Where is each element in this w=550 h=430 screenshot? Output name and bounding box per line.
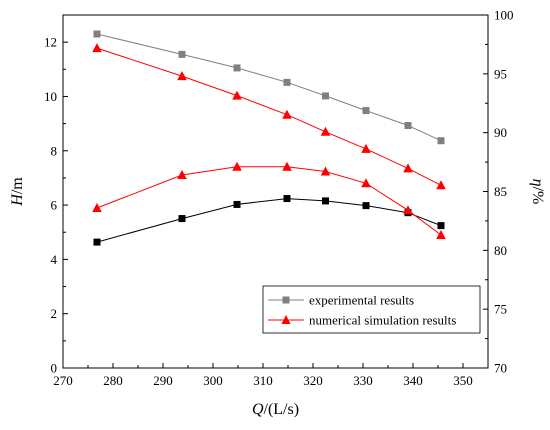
numerical-h-point <box>232 90 242 100</box>
left-y-axis-title-main: H <box>9 193 26 207</box>
experimental-eta-point <box>362 202 370 210</box>
x-tick-label: 340 <box>403 373 423 388</box>
numerical-eta-point <box>320 166 331 176</box>
numerical-h-line <box>96 47 442 186</box>
numerical-h-point <box>436 180 446 190</box>
x-tick-label: 350 <box>453 373 473 388</box>
experimental-h-point <box>322 92 329 100</box>
x-axis-title-unit: /(L/s) <box>264 401 300 418</box>
right-y-tick-label: 80 <box>494 243 507 258</box>
series-layer <box>92 30 446 246</box>
numerical-h-point <box>320 126 331 136</box>
numerical-eta-point <box>436 230 446 239</box>
experimental-h-point <box>437 137 445 145</box>
left-y-axis-title-unit: /m <box>9 177 26 194</box>
numerical-h-point <box>282 109 292 119</box>
right-y-tick-label: 100 <box>494 8 514 23</box>
experimental-eta-point <box>178 215 186 223</box>
left-y-tick-label: 6 <box>51 198 58 213</box>
experimental-eta-point <box>437 222 445 230</box>
experimental-h-point <box>93 30 101 38</box>
x-tick-label: 280 <box>103 373 123 388</box>
numerical-eta-point <box>361 178 371 188</box>
x-axis-title: Q/(L/s) <box>252 401 299 418</box>
experimental-eta-line <box>96 198 442 243</box>
left-y-axis-title: H/m <box>9 177 26 207</box>
legend: experimental results numerical simulatio… <box>262 285 481 334</box>
numerical-eta-point <box>282 161 292 171</box>
right-y-axis-title: η/% <box>529 179 546 205</box>
numerical-h-point <box>361 143 371 153</box>
legend-marker-experimental <box>282 296 290 304</box>
numerical-h-point <box>177 71 187 81</box>
right-y-tick-label: 95 <box>494 66 507 81</box>
experimental-h-line <box>96 33 442 142</box>
right-y-tick-label: 85 <box>494 184 507 199</box>
experimental-h-point <box>178 50 186 58</box>
x-tick-label: 330 <box>353 373 373 388</box>
experimental-eta-point <box>322 197 329 205</box>
right-y-tick-label: 70 <box>494 361 507 376</box>
numerical-h-point <box>403 163 413 173</box>
right-y-axis-title-unit: /% <box>529 187 546 205</box>
numerical-eta-point <box>177 170 187 179</box>
legend-label-experimental: experimental results <box>309 293 414 308</box>
numerical-eta-point <box>232 161 242 171</box>
numerical-eta-point <box>92 203 102 212</box>
numerical-h-point <box>92 43 102 53</box>
experimental-h-point <box>362 107 370 115</box>
experimental-h-point <box>233 64 241 72</box>
right-y-tick-label: 75 <box>494 302 507 317</box>
legend-label-numerical: numerical simulation results <box>309 313 456 328</box>
x-axis-ticks: 270 280 290 300 310 320 330 340 350 <box>53 363 473 388</box>
x-tick-label: 310 <box>253 373 273 388</box>
left-y-tick-label: 12 <box>44 35 57 50</box>
legend-marker-numerical <box>281 315 291 324</box>
experimental-eta-point <box>233 200 241 208</box>
numerical-eta-line <box>96 166 442 236</box>
numerical-eta-point <box>403 205 413 215</box>
left-y-tick-label: 0 <box>51 361 58 376</box>
experimental-eta-point <box>93 238 101 246</box>
left-y-tick-label: 4 <box>51 252 58 267</box>
x-tick-label: 300 <box>203 373 223 388</box>
x-axis-title-main: Q <box>252 401 264 418</box>
x-tick-label: 320 <box>303 373 323 388</box>
left-y-tick-label: 8 <box>51 143 58 158</box>
right-y-axis-ticks: 70 75 80 85 90 95 100 <box>483 8 514 376</box>
left-y-tick-label: 2 <box>51 306 58 321</box>
left-y-axis-ticks: 0 2 4 6 8 10 12 <box>44 35 68 376</box>
right-y-tick-label: 90 <box>494 125 507 140</box>
x-tick-label: 290 <box>153 373 173 388</box>
right-y-axis-title-main: η <box>529 179 546 187</box>
experimental-eta-point <box>283 195 291 203</box>
x-tick-label: 270 <box>53 373 73 388</box>
left-y-tick-label: 10 <box>44 89 57 104</box>
experimental-h-point <box>404 122 412 130</box>
legend-box <box>262 285 481 334</box>
experimental-h-point <box>283 78 291 86</box>
